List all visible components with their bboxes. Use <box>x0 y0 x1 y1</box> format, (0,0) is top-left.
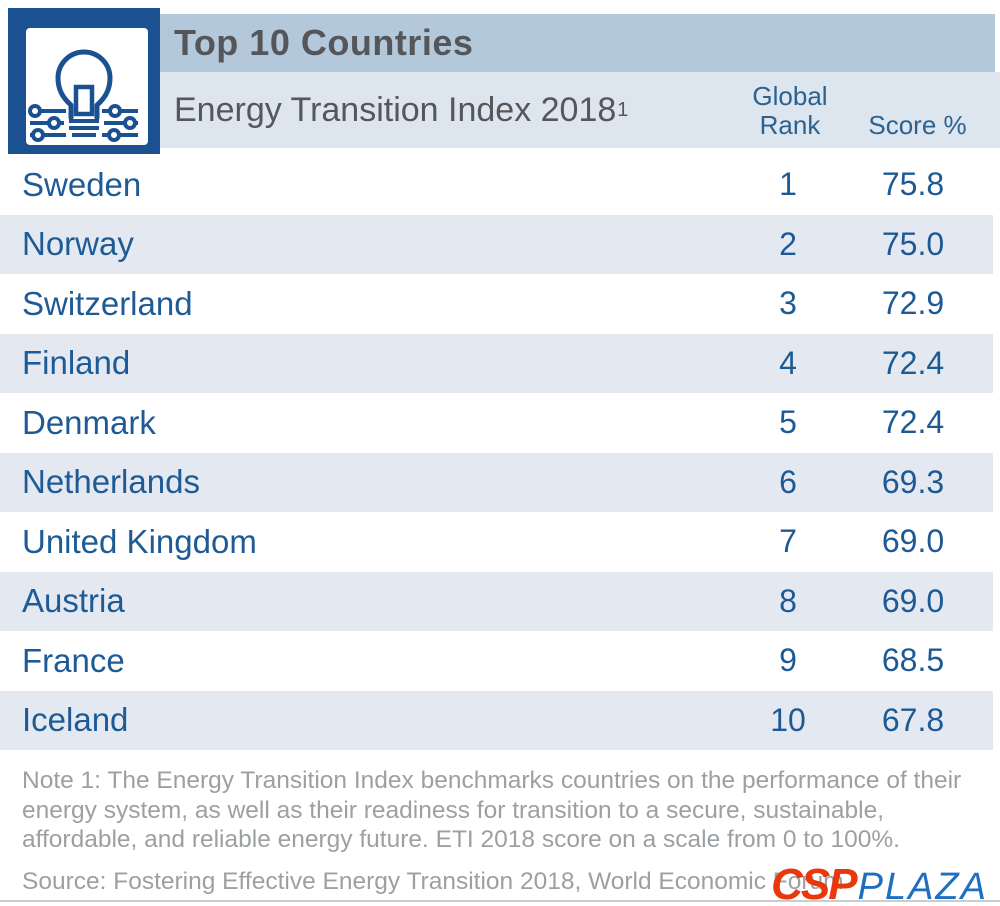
country-cell: Norway <box>22 225 134 263</box>
footnote-text: Note 1: The Energy Transition Index benc… <box>22 767 962 853</box>
country-cell: Switzerland <box>22 284 193 322</box>
country-cell: France <box>22 641 125 679</box>
header-subtitle-band: Energy Transition Index 2018 1 Global Ran… <box>160 72 1000 148</box>
country-cell: Finland <box>22 344 131 382</box>
score-cell: 69.3 <box>881 463 945 500</box>
column-header-score: Score % <box>835 72 1000 148</box>
rank-cell: 2 <box>779 225 797 262</box>
bottom-divider <box>0 900 1000 902</box>
column-header-rank: Rank <box>759 110 821 140</box>
cspplaza-logo: CSPPLAZA <box>771 860 988 906</box>
score-cell: 75.8 <box>881 166 945 203</box>
table-row: France 9 68.5 <box>0 631 993 691</box>
country-cell: Iceland <box>22 701 129 739</box>
score-cell: 69.0 <box>881 582 945 619</box>
score-cell: 75.0 <box>881 225 945 262</box>
lightbulb-circuit-icon <box>8 28 160 158</box>
score-cell: 72.9 <box>881 285 945 322</box>
country-cell: Netherlands <box>22 463 200 501</box>
column-header-global-rank: Global Rank <box>745 72 835 148</box>
table-row: Switzerland 3 72.9 <box>0 274 993 334</box>
subtitle-footnote-marker: 1 <box>617 98 629 121</box>
score-cell: 67.8 <box>881 701 945 738</box>
country-cell: Sweden <box>22 165 142 203</box>
rank-cell: 5 <box>779 404 797 441</box>
score-cell: 69.0 <box>881 523 945 560</box>
source-text: Source: Fostering Effective Energy Trans… <box>22 867 844 895</box>
logo-icon-box <box>8 8 160 154</box>
table-row: Iceland 10 67.8 <box>0 690 993 750</box>
score-cell: 72.4 <box>881 404 945 441</box>
column-header-global: Global <box>752 81 828 111</box>
page-subtitle: Energy Transition Index 2018 1 <box>160 72 745 148</box>
rank-cell: 10 <box>770 701 806 738</box>
table-row: Finland 4 72.4 <box>0 333 993 393</box>
table-row: Sweden 1 75.8 <box>0 155 993 215</box>
table-row: Norway 2 75.0 <box>0 214 993 274</box>
page-title: Top 10 Countries <box>174 22 474 63</box>
logo-csp-text: CSP <box>771 859 857 906</box>
score-cell: 68.5 <box>881 642 945 679</box>
rank-cell: 8 <box>779 582 797 619</box>
country-cell: Austria <box>22 582 125 620</box>
rank-cell: 6 <box>779 463 797 500</box>
rank-cell: 4 <box>779 344 797 381</box>
country-cell: United Kingdom <box>22 522 257 560</box>
score-cell: 72.4 <box>881 344 945 381</box>
rank-cell: 1 <box>779 166 797 203</box>
header-title-band: Top 10 Countries <box>160 14 995 72</box>
subtitle-text: Energy Transition Index 2018 <box>174 90 617 129</box>
table-row: Netherlands 6 69.3 <box>0 452 993 512</box>
rank-cell: 3 <box>779 285 797 322</box>
table-row: United Kingdom 7 69.0 <box>0 512 993 572</box>
table-row: Austria 8 69.0 <box>0 571 993 631</box>
source-row: Source: Fostering Effective Energy Trans… <box>0 860 1000 906</box>
rank-cell: 7 <box>779 523 797 560</box>
table-row: Denmark 5 72.4 <box>0 393 993 453</box>
rank-cell: 9 <box>779 642 797 679</box>
ranking-table: Sweden 1 75.8 Norway 2 75.0 Switzerland … <box>0 155 993 750</box>
column-header-score-label: Score % <box>868 110 967 140</box>
logo-plaza-text: PLAZA <box>857 865 988 906</box>
country-cell: Denmark <box>22 403 156 441</box>
